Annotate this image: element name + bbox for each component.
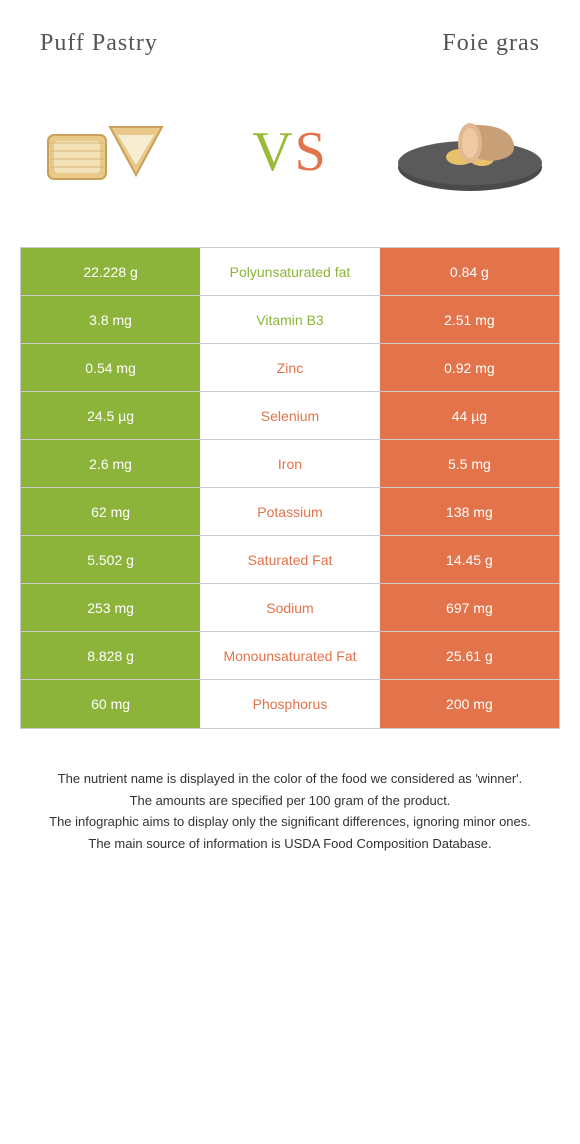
footer-notes: The nutrient name is displayed in the co… — [20, 769, 560, 853]
nutrient-name: Zinc — [200, 344, 380, 391]
left-value: 0.54 mg — [21, 344, 200, 391]
left-food-image — [30, 97, 190, 207]
nutrient-name: Monounsaturated Fat — [200, 632, 380, 679]
right-value: 44 µg — [380, 392, 559, 439]
footer-line: The amounts are specified per 100 gram o… — [40, 791, 540, 811]
right-value: 5.5 mg — [380, 440, 559, 487]
left-value: 60 mg — [21, 680, 200, 728]
table-row: 62 mgPotassium138 mg — [21, 488, 559, 536]
vs-s: S — [295, 121, 328, 183]
nutrient-name: Polyunsaturated fat — [200, 248, 380, 295]
table-row: 8.828 gMonounsaturated Fat25.61 g — [21, 632, 559, 680]
right-value: 0.84 g — [380, 248, 559, 295]
right-food-title: Foie gras — [442, 30, 540, 57]
vs-v: V — [252, 121, 294, 183]
left-food-title: Puff Pastry — [40, 30, 158, 57]
right-value: 2.51 mg — [380, 296, 559, 343]
nutrient-name: Iron — [200, 440, 380, 487]
right-value: 25.61 g — [380, 632, 559, 679]
left-value: 2.6 mg — [21, 440, 200, 487]
footer-line: The main source of information is USDA F… — [40, 834, 540, 854]
nutrient-name: Vitamin B3 — [200, 296, 380, 343]
table-row: 22.228 gPolyunsaturated fat0.84 g — [21, 248, 559, 296]
table-row: 2.6 mgIron5.5 mg — [21, 440, 559, 488]
nutrient-name: Selenium — [200, 392, 380, 439]
left-value: 8.828 g — [21, 632, 200, 679]
right-value: 200 mg — [380, 680, 559, 728]
right-value: 14.45 g — [380, 536, 559, 583]
nutrient-name: Saturated Fat — [200, 536, 380, 583]
right-food-image — [390, 97, 550, 207]
nutrient-name: Phosphorus — [200, 680, 380, 728]
right-value: 697 mg — [380, 584, 559, 631]
left-value: 22.228 g — [21, 248, 200, 295]
table-row: 0.54 mgZinc0.92 mg — [21, 344, 559, 392]
right-value: 138 mg — [380, 488, 559, 535]
left-value: 5.502 g — [21, 536, 200, 583]
footer-line: The nutrient name is displayed in the co… — [40, 769, 540, 789]
table-row: 24.5 µgSelenium44 µg — [21, 392, 559, 440]
footer-line: The infographic aims to display only the… — [40, 812, 540, 832]
nutrient-name: Sodium — [200, 584, 380, 631]
header: Puff Pastry Foie gras — [20, 30, 560, 77]
table-row: 5.502 gSaturated Fat14.45 g — [21, 536, 559, 584]
left-value: 3.8 mg — [21, 296, 200, 343]
table-row: 3.8 mgVitamin B32.51 mg — [21, 296, 559, 344]
vs-label: VS — [252, 120, 328, 184]
nutrient-table: 22.228 gPolyunsaturated fat0.84 g3.8 mgV… — [20, 247, 560, 729]
right-value: 0.92 mg — [380, 344, 559, 391]
table-row: 253 mgSodium697 mg — [21, 584, 559, 632]
left-value: 62 mg — [21, 488, 200, 535]
nutrient-name: Potassium — [200, 488, 380, 535]
left-value: 253 mg — [21, 584, 200, 631]
images-row: VS — [20, 77, 560, 247]
table-row: 60 mgPhosphorus200 mg — [21, 680, 559, 728]
left-value: 24.5 µg — [21, 392, 200, 439]
